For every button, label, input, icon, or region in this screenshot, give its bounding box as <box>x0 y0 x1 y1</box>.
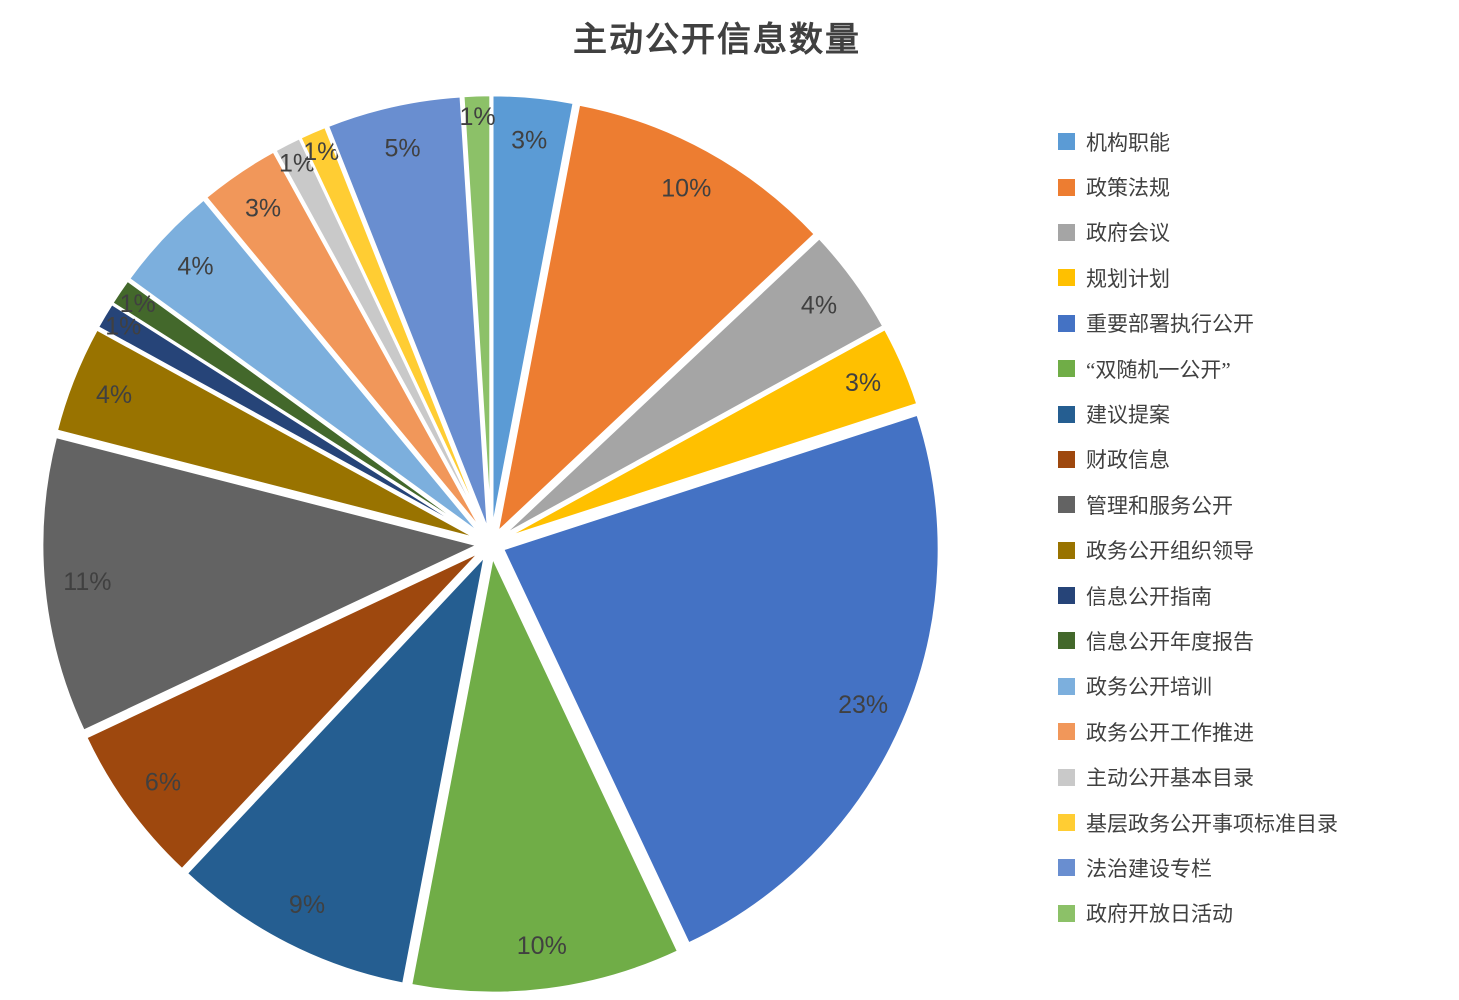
legend-label: 规划计划 <box>1086 266 1170 291</box>
pie-slice <box>40 435 480 733</box>
legend-swatch-icon <box>1058 450 1075 468</box>
legend-swatch-icon <box>1058 314 1075 332</box>
legend-swatch-icon <box>1058 541 1075 559</box>
legend-label: 政务公开工作推进 <box>1086 720 1254 745</box>
legend-label: 主动公开基本目录 <box>1086 766 1254 791</box>
legend-item: 基层政务公开事项标准目录 <box>1058 800 1338 845</box>
legend-label: 法治建设专栏 <box>1086 856 1212 881</box>
legend-label: 重要部署执行公开 <box>1086 312 1254 337</box>
slice-label: 11% <box>63 568 111 596</box>
legend-swatch-icon <box>1058 133 1075 151</box>
legend-label: 政务公开组织领导 <box>1086 539 1254 564</box>
legend-item: 财政信息 <box>1058 437 1338 482</box>
legend-label: 机构职能 <box>1086 130 1170 155</box>
legend-label: 政府开放日活动 <box>1086 902 1233 927</box>
legend-item: 法治建设专栏 <box>1058 845 1338 890</box>
legend-label: 政策法规 <box>1086 176 1170 201</box>
pie-slice <box>501 327 919 541</box>
legend-swatch-icon <box>1058 223 1075 241</box>
legend-item: 政府会议 <box>1058 210 1338 255</box>
slice-label: 3% <box>245 195 281 223</box>
legend-label: 基层政务公开事项标准目录 <box>1086 811 1338 836</box>
pie-slice <box>490 93 576 533</box>
legend-item: 规划计划 <box>1058 255 1338 300</box>
legend-swatch-icon <box>1058 496 1075 514</box>
slice-label: 4% <box>801 292 837 320</box>
legend-label: 财政信息 <box>1086 448 1170 473</box>
pie-slice <box>185 554 487 986</box>
legend: 机构职能政策法规政府会议规划计划重要部署执行公开 “双随机一公开” 建议提案财政信息… <box>1058 119 1338 936</box>
pie-slice <box>84 550 482 871</box>
legend-item: 重要部署执行公开 <box>1058 301 1338 346</box>
slice-label: 1% <box>460 103 496 131</box>
pie-slice <box>55 327 481 541</box>
chart-title: 主动公开信息数量 <box>573 22 861 59</box>
legend-label: 信息公开年度报告 <box>1086 629 1254 654</box>
pie-slice <box>496 103 817 534</box>
slice-label: 6% <box>145 768 181 796</box>
legend-item: 主动公开基本目录 <box>1058 754 1338 799</box>
legend-item: 政府开放日活动 <box>1058 891 1338 936</box>
pie-slice <box>461 93 492 533</box>
legend-label: 政务公开培训 <box>1086 675 1212 700</box>
legend-swatch-icon <box>1058 587 1075 605</box>
legend-swatch-icon <box>1058 768 1075 786</box>
slice-label: 10% <box>517 932 567 960</box>
pie-slice <box>501 413 941 945</box>
legend-item: 信息公开指南 <box>1058 573 1338 618</box>
slice-label: 3% <box>511 126 547 154</box>
legend-swatch-icon <box>1058 632 1075 650</box>
pie-slice <box>409 555 680 995</box>
legend-swatch-icon <box>1058 723 1075 741</box>
legend-swatch-icon <box>1058 859 1075 877</box>
pie-slice <box>298 125 488 534</box>
legend-label: 信息公开指南 <box>1086 584 1212 609</box>
legend-item: 建议提案 <box>1058 391 1338 436</box>
slice-label: 4% <box>177 253 213 281</box>
legend-label: “双随机一公开” <box>1086 357 1231 382</box>
pie-slice <box>326 94 490 533</box>
legend-item: 政务公开培训 <box>1058 664 1338 709</box>
legend-label: 建议提案 <box>1086 403 1170 428</box>
legend-swatch-icon <box>1058 269 1075 287</box>
legend-item: 管理和服务公开 <box>1058 482 1338 527</box>
legend-label: 管理和服务公开 <box>1086 493 1233 518</box>
legend-item: 政务公开组织领导 <box>1058 528 1338 573</box>
slice-label: 10% <box>661 175 711 203</box>
legend-swatch-icon <box>1058 360 1075 378</box>
legend-swatch-icon <box>1058 904 1075 922</box>
slice-label: 23% <box>838 691 888 719</box>
legend-label: 政府会议 <box>1086 221 1170 246</box>
slice-label: 3% <box>845 369 881 397</box>
pie-slice <box>127 197 483 537</box>
legend-item: 信息公开年度报告 <box>1058 618 1338 663</box>
pie-slice <box>500 236 885 538</box>
pie-slice <box>204 149 485 535</box>
slice-label: 4% <box>96 381 132 409</box>
legend-swatch-icon <box>1058 178 1075 196</box>
legend-item: 政务公开工作推进 <box>1058 709 1338 754</box>
legend-item: 政策法规 <box>1058 164 1338 209</box>
legend-swatch-icon <box>1058 405 1075 423</box>
slice-label: 5% <box>385 134 421 162</box>
legend-item: “双随机一公开” <box>1058 346 1338 391</box>
legend-item: 机构职能 <box>1058 119 1338 164</box>
slice-label: 9% <box>289 891 325 919</box>
pie-slice <box>110 279 482 538</box>
legend-swatch-icon <box>1058 677 1075 695</box>
legend-swatch-icon <box>1058 814 1075 832</box>
